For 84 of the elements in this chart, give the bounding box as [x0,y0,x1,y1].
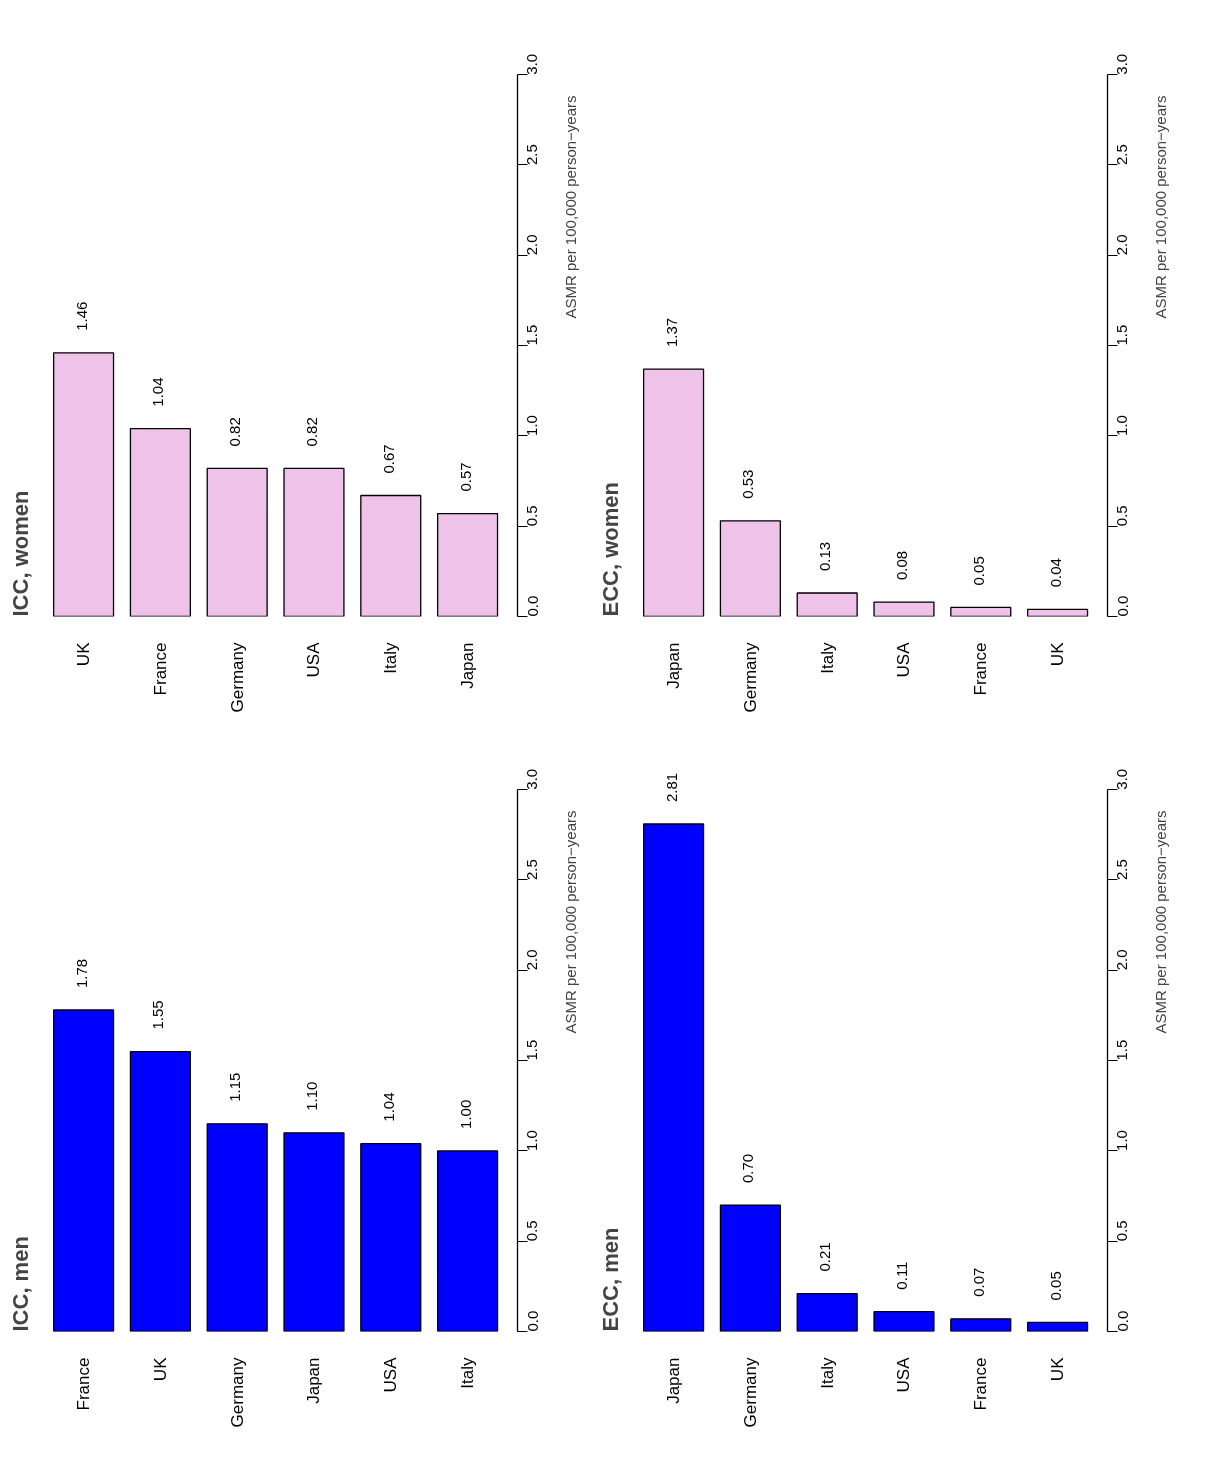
y-tick-label: 0.5 [523,1220,541,1242]
x-tick-label: USA [381,1356,401,1393]
x-tick-label: France [150,642,170,696]
x-tick-label: Germany [740,1357,760,1428]
x-tick-label: Japan [664,1357,684,1404]
y-tick-label: 1.5 [1113,1039,1131,1061]
y-tick-label: 2.0 [1113,234,1131,256]
data-label: 0.07 [969,1267,987,1297]
x-tick-label: UK [74,641,94,667]
x-tick-label: Germany [740,642,760,713]
text: ECC, women [597,482,623,617]
data-label: 0.82 [302,417,320,447]
x-tick-label: France [971,642,991,696]
y-tick-label: 1.0 [1113,415,1131,436]
y-tick-label: 2.5 [523,859,541,880]
y-tick-label: 0.5 [523,505,541,527]
y-tick-label: 2.0 [523,234,541,256]
data-label: 1.55 [149,1000,167,1030]
data-label: 1.04 [379,1092,397,1122]
data-label: 1.00 [456,1099,474,1129]
x-tick-label: UK [150,1356,170,1382]
x-tick-label: UK [1048,641,1068,667]
x-tick-label: Italy [458,1357,478,1389]
y-tick-label: 2.5 [523,144,541,165]
data-label: 0.57 [456,462,474,492]
x-tick-label: USA [304,641,324,678]
x-tick-label: Japan [664,642,684,689]
data-label: 0.67 [379,444,397,474]
y-tick-label: 0.0 [523,595,541,617]
data-label: 1.04 [149,377,167,407]
data-label: 1.10 [302,1081,320,1111]
data-label: 1.15 [226,1072,244,1102]
y-tick-label: 0.0 [1113,595,1131,617]
y-tick-label: 3.0 [523,768,541,790]
y-tick-label: 2.5 [1113,859,1131,880]
y-tick-label: 0.0 [1113,1310,1131,1332]
data-label: 1.46 [72,301,90,331]
x-tick-label: Italy [817,642,837,674]
data-label: 0.08 [892,550,910,581]
text: ECC, men [597,1227,623,1332]
y-axis-title: ASMR per 100,000 person−years [562,810,579,1034]
data-label: 0.82 [226,417,244,447]
y-tick-label: 0.5 [1113,1220,1131,1242]
y-tick-label: 2.0 [1113,949,1131,971]
x-tick-label: Germany [227,1357,247,1428]
data-label: 0.13 [816,541,834,572]
y-axis-title: ASMR per 100,000 person−years [1152,810,1169,1034]
y-tick-label: 3.0 [1113,53,1131,75]
y-tick-label: 1.0 [523,415,541,436]
x-tick-label: Italy [381,642,401,674]
y-tick-label: 1.0 [523,1130,541,1151]
y-tick-label: 1.0 [1113,1130,1131,1151]
y-tick-label: 2.5 [1113,144,1131,165]
y-tick-label: 2.0 [523,949,541,971]
data-label: 2.81 [662,772,680,802]
x-tick-label: USA [894,1356,914,1393]
x-tick-label: Japan [304,1357,324,1404]
data-label: 0.11 [892,1261,910,1290]
y-tick-label: 1.5 [523,1039,541,1061]
data-label: 0.70 [739,1153,757,1184]
data-label: 0.53 [739,469,757,499]
y-tick-label: 0.5 [1113,505,1131,527]
x-tick-label: Japan [458,642,478,689]
y-tick-label: 0.0 [523,1310,541,1332]
data-label: 1.37 [662,317,680,348]
y-tick-label: 1.5 [523,324,541,346]
text: ICC, women [7,490,33,617]
data-label: 0.04 [1046,558,1064,588]
data-label: 0.05 [969,556,987,586]
x-tick-label: Germany [227,642,247,713]
x-tick-label: USA [894,641,914,678]
x-tick-label: France [74,1357,94,1411]
y-axis-title: ASMR per 100,000 person−years [1152,95,1169,319]
y-axis-title: ASMR per 100,000 person−years [562,95,579,319]
x-tick-label: UK [1048,1356,1068,1382]
y-tick-label: 3.0 [523,53,541,75]
data-label: 0.21 [816,1242,834,1272]
data-label: 1.78 [72,958,90,989]
y-tick-label: 1.5 [1113,324,1131,346]
text: ICC, men [7,1236,33,1332]
data-label: 0.05 [1046,1271,1064,1301]
x-tick-label: Italy [817,1357,837,1389]
x-tick-label: France [971,1357,991,1411]
y-tick-label: 3.0 [1113,768,1131,790]
